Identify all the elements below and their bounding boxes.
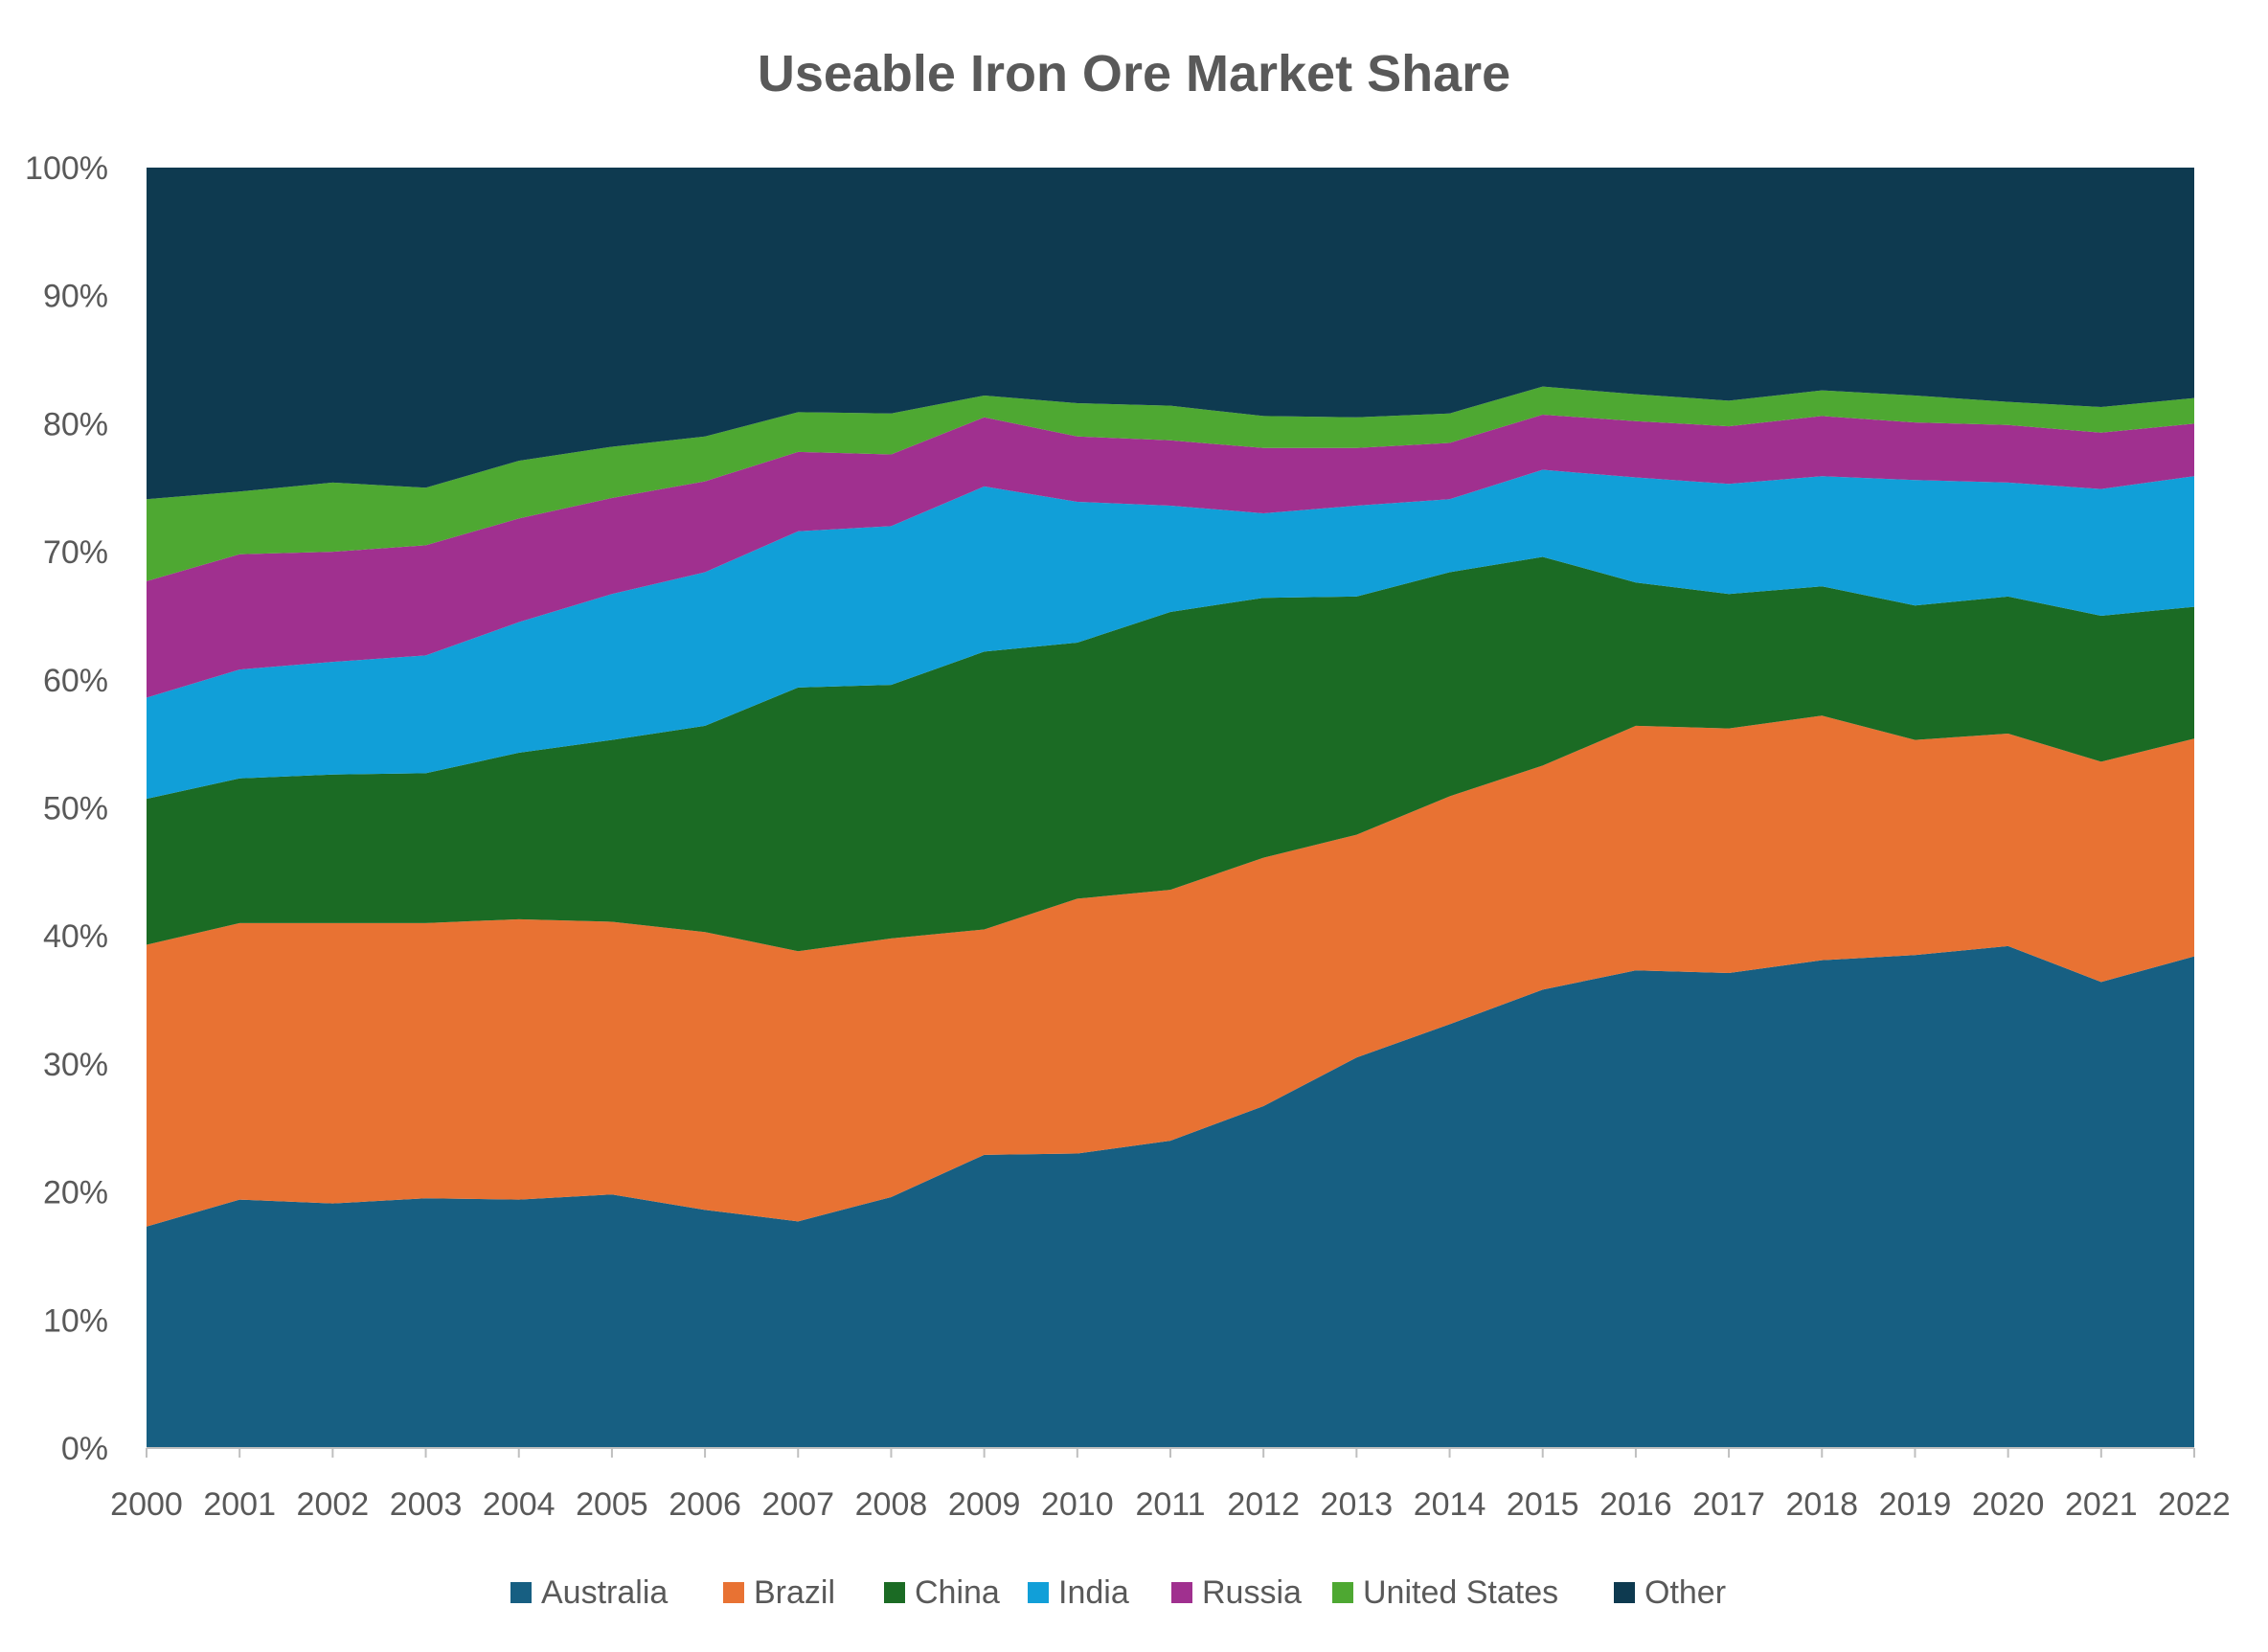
x-tick-label: 2020 [1972, 1486, 2045, 1523]
x-tick-label: 2001 [203, 1486, 276, 1523]
y-tick-label: 20% [43, 1175, 108, 1211]
area-australia [147, 945, 2194, 1448]
area-india [147, 469, 2194, 800]
legend-label: India [1058, 1574, 1129, 1611]
x-tick-label: 2021 [2065, 1486, 2138, 1523]
x-tick-label: 2010 [1041, 1486, 1114, 1523]
legend-item-brazil: Brazil [723, 1574, 835, 1611]
chart-title: Useable Iron Ore Market Share [758, 45, 1510, 102]
x-tick-label: 2000 [110, 1486, 183, 1523]
x-tick-label: 2004 [483, 1486, 556, 1523]
x-tick-label: 2003 [390, 1486, 463, 1523]
y-tick-label: 30% [43, 1047, 108, 1083]
area-russia [147, 415, 2194, 698]
legend-swatch [884, 1582, 905, 1603]
x-tick-label: 2018 [1785, 1486, 1858, 1523]
x-tick-label: 2008 [855, 1486, 928, 1523]
legend-item-india: India [1028, 1574, 1129, 1611]
area-brazil [147, 715, 2194, 1227]
legend: Australia Brazil China India Russia United St… [510, 1574, 1726, 1611]
x-tick-label: 2007 [761, 1486, 834, 1523]
x-tick-label: 2012 [1227, 1486, 1300, 1523]
x-tick-label: 2011 [1135, 1486, 1205, 1523]
x-tick-label: 2005 [576, 1486, 648, 1523]
x-tick-label: 2014 [1414, 1486, 1486, 1523]
legend-swatch [723, 1582, 744, 1603]
legend-item-other: Other [1614, 1574, 1726, 1611]
legend-swatch [1171, 1582, 1192, 1603]
y-tick-label: 70% [43, 534, 108, 571]
legend-item-united-states: United States [1332, 1574, 1558, 1611]
x-tick-label: 2009 [948, 1486, 1021, 1523]
y-tick-label: 0% [61, 1431, 108, 1467]
area-united-states [147, 386, 2194, 581]
legend-label: United States [1363, 1574, 1558, 1611]
legend-label: China [915, 1574, 1000, 1611]
legend-label: Other [1644, 1574, 1726, 1611]
y-tick-label: 40% [43, 918, 108, 955]
x-axis: 2000 2001 2002 2003 2004 2005 2006 2007 2008 2009… [110, 1447, 2231, 1523]
y-axis: 0% 10% 20% 30% 40% 50% 60% 70% 80% 90% 100% [25, 150, 108, 1467]
y-tick-label: 90% [43, 279, 108, 315]
y-tick-label: 80% [43, 406, 108, 442]
legend-swatch [510, 1582, 532, 1603]
legend-item-australia: Australia [510, 1574, 668, 1611]
y-tick-label: 10% [43, 1302, 108, 1339]
x-tick-label: 2015 [1507, 1486, 1579, 1523]
y-tick-label: 50% [43, 791, 108, 827]
legend-item-russia: Russia [1171, 1574, 1302, 1611]
y-tick-label: 100% [25, 150, 108, 187]
legend-label: Australia [541, 1574, 668, 1611]
legend-swatch [1028, 1582, 1049, 1603]
x-tick-label: 2017 [1692, 1486, 1765, 1523]
x-tick-label: 2022 [2158, 1486, 2231, 1523]
x-tick-label: 2016 [1599, 1486, 1672, 1523]
x-tick-label: 2006 [669, 1486, 741, 1523]
x-tick-label: 2019 [1879, 1486, 1952, 1523]
area-china [147, 556, 2194, 952]
legend-item-china: China [884, 1574, 1000, 1611]
x-tick-label: 2013 [1321, 1486, 1394, 1523]
legend-swatch [1332, 1582, 1353, 1603]
x-tick-label: 2002 [297, 1486, 370, 1523]
legend-swatch [1614, 1582, 1635, 1603]
plot-area [147, 168, 2194, 1448]
legend-label: Russia [1202, 1574, 1302, 1611]
legend-label: Brazil [754, 1574, 835, 1611]
y-tick-label: 60% [43, 663, 108, 699]
area-other [147, 168, 2194, 500]
